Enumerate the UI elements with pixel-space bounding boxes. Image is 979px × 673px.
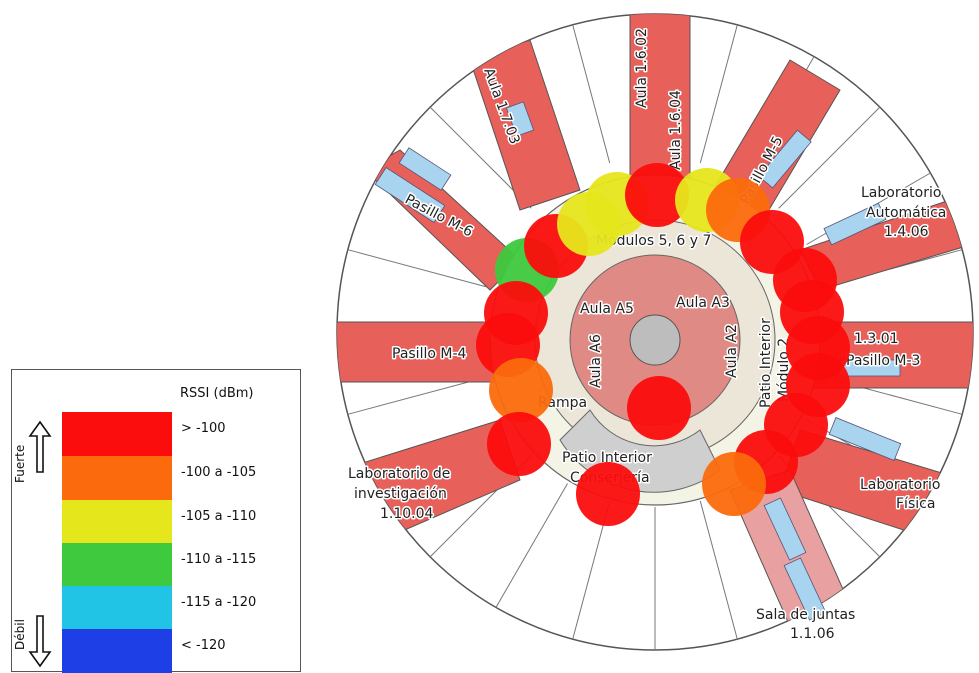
- label-aula-a5: Aula A5: [580, 301, 634, 317]
- legend-title: RSSI (dBm): [180, 386, 254, 401]
- legend-label-blue: < -120: [181, 638, 226, 653]
- legend-label-orange: -100 a -105: [181, 465, 257, 480]
- label-patio-interior-m2-1: Patio Interior: [758, 318, 774, 408]
- legend-swatch-yellow: [62, 500, 172, 544]
- label-lab-automatica-3: 1.4.06: [884, 224, 929, 240]
- label-sala-juntas-1: Sala de juntas: [756, 607, 855, 623]
- label-room-1-3-01: 1.3.01: [854, 331, 899, 347]
- rssi-marker-red: [625, 163, 689, 227]
- rssi-marker-red: [487, 412, 551, 476]
- legend-swatch-red: [62, 412, 172, 456]
- label-aula-a2: Aula A2: [724, 324, 740, 378]
- label-sala-juntas-2: 1.1.06: [790, 626, 835, 642]
- legend-label-red: > -100: [181, 421, 226, 436]
- legend-weak-label: Débil: [13, 619, 27, 650]
- legend-swatch-orange: [62, 456, 172, 500]
- label-lab-fisica-2: Física: [896, 496, 935, 512]
- label-aula-1-6-02: Aula 1.6.02: [634, 28, 650, 108]
- label-aula-a3: Aula A3: [676, 295, 730, 311]
- legend-label-yellow: -105 a -110: [181, 509, 257, 524]
- arrow-up-icon: [28, 420, 52, 473]
- label-pasillo-m3: Pasillo M-3: [846, 353, 920, 369]
- label-modulos: Módulos 5, 6 y 7: [596, 233, 711, 249]
- rssi-marker-red: [484, 281, 548, 345]
- legend-label-green: -110 a -115: [181, 552, 257, 567]
- label-lab-investigacion-1: Laboratorio de: [348, 466, 450, 482]
- rssi-marker-orange: [489, 358, 553, 422]
- legend-swatch-cyan: [62, 586, 172, 630]
- label-lab-fisica-1: Laboratorio: [860, 477, 940, 493]
- legend-label-cyan: -115 a -120: [181, 595, 257, 610]
- label-lab-automatica-1: Laboratorio: [861, 185, 941, 201]
- label-pasillo-m4: Pasillo M-4: [392, 346, 467, 362]
- legend-swatch-blue: [62, 629, 172, 673]
- arrow-down-icon: [28, 615, 52, 668]
- rssi-marker-red: [576, 462, 640, 526]
- label-lab-investigacion-3: 1.10.04: [380, 506, 434, 522]
- label-lab-investigacion-2: investigación: [354, 486, 447, 502]
- legend-swatch-green: [62, 543, 172, 587]
- label-aula-1-6-04: Aula 1.6.04: [668, 90, 684, 170]
- legend-strong-label: Fuerte: [13, 444, 27, 483]
- rssi-measurement-markers: [476, 163, 850, 526]
- rssi-marker-orange: [702, 452, 766, 516]
- rssi-marker-red: [627, 376, 691, 440]
- label-lab-automatica-2: Automática: [866, 205, 946, 221]
- label-patio-conserjeria-1: Patio Interior: [562, 450, 652, 466]
- label-aula-a6: Aula A6: [588, 334, 604, 388]
